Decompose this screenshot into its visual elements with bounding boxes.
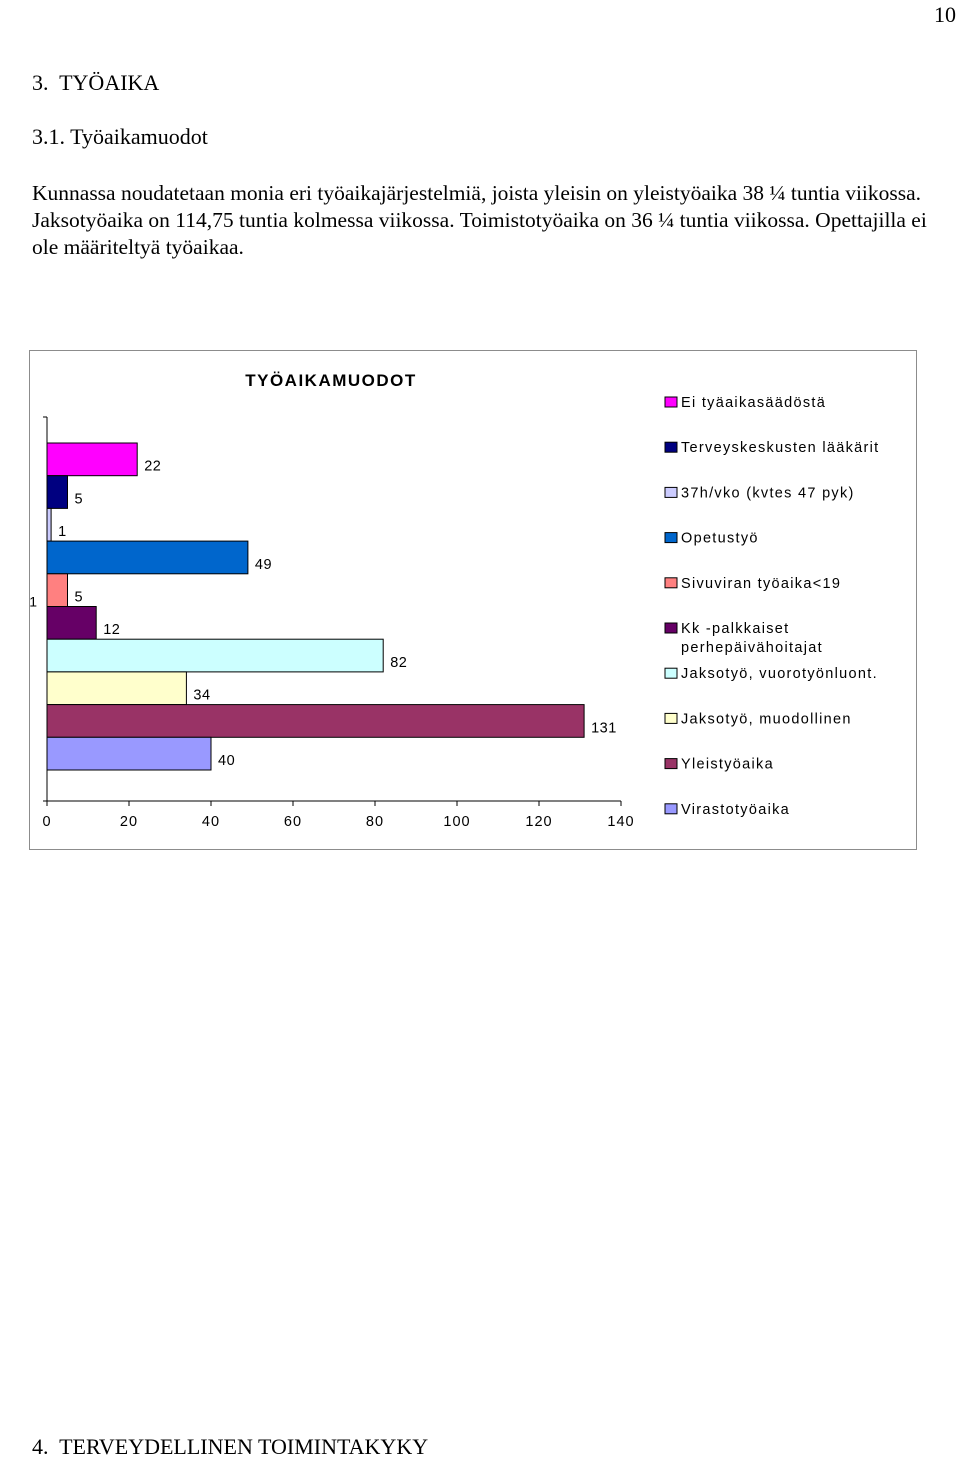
legend-label-5: Sivuviran työaika<19 bbox=[681, 576, 841, 592]
bar-chart: TYÖAIKAMUODOT 0 20 40 60 80 100 120 140 1 22 5 1 49 5 1… bbox=[30, 371, 880, 830]
x-tick-label: 0 bbox=[42, 814, 51, 830]
body-paragraph: Kunnassa noudatetaan monia eri työaikajä… bbox=[32, 181, 927, 259]
chart-frame: TYÖAIKAMUODOT 0 20 40 60 80 100 120 140 1 22 5 1 49 5 1… bbox=[29, 350, 917, 850]
legend-label-8: Jaksotyö, muodollinen bbox=[681, 711, 852, 727]
legend-swatch-6 bbox=[664, 622, 678, 634]
bar-value-label: 40 bbox=[218, 753, 235, 769]
legend-label-3: 37h/vko (kvtes 47 pyk) bbox=[681, 485, 855, 501]
legend-swatch-10 bbox=[664, 803, 678, 815]
x-tick-label: 100 bbox=[443, 814, 470, 830]
next-section-heading: 4. TERVEYDELLINEN TOIMINTAKYKY bbox=[32, 1434, 429, 1459]
x-tick-label: 20 bbox=[120, 814, 138, 830]
bar-value-label: 5 bbox=[75, 590, 84, 606]
bar-5 bbox=[46, 573, 68, 608]
bar-value-label: 131 bbox=[591, 720, 617, 736]
section-heading: 3. TYÖAIKA bbox=[32, 70, 160, 95]
legend-swatch-4 bbox=[664, 532, 678, 544]
bar-1 bbox=[46, 442, 138, 477]
bar-9 bbox=[46, 704, 585, 738]
legend-swatch-8 bbox=[664, 712, 678, 724]
bar-2 bbox=[46, 475, 68, 509]
legend-swatch-5 bbox=[664, 577, 678, 589]
legend-swatch-1 bbox=[664, 396, 678, 408]
legend-swatch-2 bbox=[664, 441, 678, 453]
legend-label-10: Virastotyöaika bbox=[681, 802, 790, 818]
bar-8 bbox=[46, 671, 187, 706]
bar-value-label: 1 bbox=[58, 524, 67, 540]
category-label: 1 bbox=[30, 594, 37, 610]
legend-label-2: Terveyskeskusten lääkärit bbox=[681, 440, 880, 456]
bar-10 bbox=[46, 736, 212, 771]
x-tick-label: 60 bbox=[284, 814, 302, 830]
legend-label-6: Kk -palkkaiset perhepäivähoitajat bbox=[681, 621, 823, 656]
bar-3 bbox=[46, 507, 52, 542]
legend-swatch-3 bbox=[664, 486, 678, 498]
bar-7 bbox=[46, 638, 384, 673]
bar-value-label: 82 bbox=[390, 655, 407, 671]
chart-title: TYÖAIKAMUODOT bbox=[245, 371, 417, 390]
legend-label-9: Yleistyöaika bbox=[681, 757, 774, 773]
page-number: 10 bbox=[934, 2, 956, 27]
bar-value-label: 34 bbox=[193, 688, 210, 704]
legend-label-4: Opetustyö bbox=[681, 531, 759, 547]
bar-value-label: 12 bbox=[103, 622, 120, 638]
bar-value-label: 22 bbox=[144, 459, 161, 475]
legend-swatch-7 bbox=[664, 667, 678, 679]
legend-label-1: Ei tyäaikasäädöstä bbox=[681, 395, 826, 411]
bar-value-label: 5 bbox=[75, 491, 84, 507]
x-tick-label: 40 bbox=[202, 814, 220, 830]
subsection-heading: 3.1. Työaikamuodot bbox=[32, 124, 208, 149]
bar-4 bbox=[46, 540, 249, 575]
x-tick-label: 140 bbox=[607, 814, 634, 830]
x-tick-label: 120 bbox=[525, 814, 552, 830]
bar-value-label: 49 bbox=[255, 557, 272, 573]
legend-swatch-9 bbox=[664, 758, 678, 770]
legend-label-7: Jaksotyö, vuorotyönluont. bbox=[681, 666, 878, 682]
bar-6 bbox=[46, 606, 97, 640]
x-tick-label: 80 bbox=[366, 814, 384, 830]
